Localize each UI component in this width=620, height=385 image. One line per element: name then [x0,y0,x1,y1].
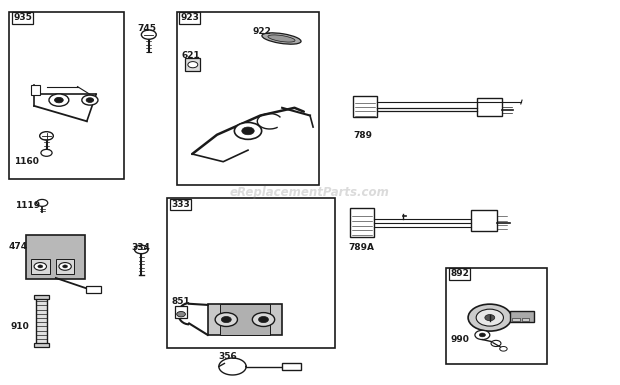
Bar [353,96,377,117]
Circle shape [259,316,268,323]
Bar [510,311,534,322]
Circle shape [188,62,198,68]
Text: 334: 334 [131,243,150,252]
Circle shape [141,30,156,39]
Circle shape [40,132,53,140]
Bar [31,259,50,274]
Circle shape [41,149,52,156]
Text: 789A: 789A [348,243,374,252]
Text: 474: 474 [9,242,28,251]
Text: 1160: 1160 [14,157,38,166]
Circle shape [135,245,148,254]
Bar [56,259,74,274]
Text: 745: 745 [138,24,157,33]
Circle shape [500,346,507,351]
Circle shape [221,316,231,323]
Bar [26,235,85,279]
Circle shape [475,330,490,340]
Bar [34,343,49,347]
Bar [512,318,520,321]
Bar [167,198,335,348]
Circle shape [491,340,501,346]
Text: 333: 333 [171,200,190,209]
Bar [350,208,374,237]
Bar [446,268,547,364]
Bar [9,12,124,179]
Circle shape [86,98,94,102]
Circle shape [59,263,71,270]
Bar [34,295,49,299]
Text: 935: 935 [13,13,32,22]
Ellipse shape [268,35,295,42]
Circle shape [215,313,237,326]
Bar [175,306,187,318]
Circle shape [242,127,254,135]
Text: 621: 621 [182,51,200,60]
Text: 892: 892 [450,270,469,278]
Bar [477,98,502,116]
Text: 1119: 1119 [15,201,40,210]
Circle shape [63,265,68,268]
Circle shape [82,95,98,105]
Ellipse shape [262,33,301,44]
Bar [208,304,282,335]
Circle shape [476,309,503,326]
Circle shape [55,97,63,103]
Circle shape [49,94,69,106]
Text: 356: 356 [219,352,237,361]
Circle shape [234,122,262,139]
Text: 789: 789 [353,131,373,140]
Bar [282,363,301,370]
Circle shape [479,333,485,337]
Circle shape [468,304,512,331]
Circle shape [177,311,185,317]
Circle shape [485,315,495,321]
Bar [471,210,497,231]
Text: 923: 923 [180,13,199,22]
Text: eReplacementParts.com: eReplacementParts.com [230,186,390,199]
Bar [185,58,200,71]
Bar [220,304,270,335]
Text: 851: 851 [172,297,190,306]
Bar [86,286,101,293]
Circle shape [38,265,43,268]
Bar [31,85,40,95]
Circle shape [34,263,46,270]
Bar [522,318,529,321]
Bar [36,298,47,345]
Text: 990: 990 [450,335,469,344]
Text: 910: 910 [11,322,29,331]
Circle shape [37,199,48,206]
Bar [177,12,319,185]
Circle shape [252,313,275,326]
Text: 922: 922 [253,27,272,36]
